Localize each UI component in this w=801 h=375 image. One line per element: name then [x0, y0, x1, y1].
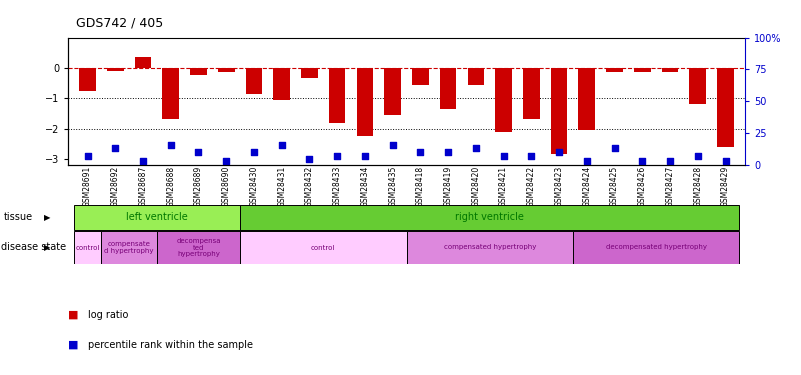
Text: GSM28691: GSM28691 [83, 166, 92, 207]
Text: GSM28427: GSM28427 [666, 166, 674, 207]
Bar [468, 68, 484, 84]
Point [276, 142, 288, 148]
Text: compensate
d hypertrophy: compensate d hypertrophy [104, 241, 154, 254]
Point [303, 156, 316, 162]
Point [137, 158, 150, 164]
Point [109, 146, 122, 152]
Point [81, 153, 94, 159]
Bar [273, 68, 290, 100]
Text: GSM28689: GSM28689 [194, 166, 203, 207]
Text: tissue: tissue [4, 213, 33, 222]
Bar [717, 68, 734, 147]
Point [636, 158, 649, 164]
Text: GSM28420: GSM28420 [471, 166, 481, 207]
Text: GSM28421: GSM28421 [499, 166, 508, 207]
Text: GSM28430: GSM28430 [249, 166, 259, 207]
Bar [102, 231, 157, 264]
Text: decompensated hypertrophy: decompensated hypertrophy [606, 244, 706, 250]
Text: percentile rank within the sample: percentile rank within the sample [88, 340, 253, 350]
Text: ■: ■ [68, 310, 78, 320]
Bar [107, 68, 123, 71]
Bar [412, 68, 429, 84]
Text: GDS742 / 405: GDS742 / 405 [76, 17, 163, 30]
Bar [551, 68, 567, 154]
Text: GSM28425: GSM28425 [610, 166, 619, 207]
Bar [578, 68, 595, 130]
Text: ▶: ▶ [44, 213, 50, 222]
Bar [246, 68, 262, 94]
Text: ■: ■ [68, 340, 78, 350]
Text: ▶: ▶ [44, 243, 50, 252]
Point [719, 158, 732, 164]
Bar [163, 68, 179, 120]
Text: GSM28423: GSM28423 [554, 166, 564, 207]
Bar [634, 68, 650, 72]
Text: disease state: disease state [1, 243, 66, 252]
Point [164, 142, 177, 148]
Bar [157, 231, 240, 264]
Text: GSM28433: GSM28433 [332, 166, 342, 207]
Bar [662, 68, 678, 72]
Bar [440, 68, 457, 109]
Text: GSM28418: GSM28418 [416, 166, 425, 207]
Text: GSM28431: GSM28431 [277, 166, 286, 207]
Bar [74, 231, 102, 264]
Point [248, 149, 260, 155]
Bar [301, 68, 318, 78]
Bar [329, 68, 345, 123]
Text: decompensa
ted
hypertrophy: decompensa ted hypertrophy [176, 238, 221, 257]
Point [359, 153, 372, 159]
Text: GSM28429: GSM28429 [721, 166, 730, 207]
Bar [74, 205, 240, 230]
Bar [240, 205, 739, 230]
Bar [606, 68, 623, 72]
Text: GSM28692: GSM28692 [111, 166, 119, 207]
Text: control: control [75, 244, 99, 250]
Bar [135, 57, 151, 68]
Point [469, 146, 482, 152]
Text: GSM28428: GSM28428 [694, 166, 702, 207]
Text: GSM28435: GSM28435 [388, 166, 397, 207]
Point [663, 158, 676, 164]
Point [608, 146, 621, 152]
Text: GSM28688: GSM28688 [167, 166, 175, 207]
Text: GSM28424: GSM28424 [582, 166, 591, 207]
Point [441, 149, 454, 155]
Bar [407, 231, 573, 264]
Bar [573, 231, 739, 264]
Point [553, 149, 566, 155]
Bar [690, 68, 706, 104]
Text: GSM28432: GSM28432 [305, 166, 314, 207]
Point [331, 153, 344, 159]
Point [414, 149, 427, 155]
Point [581, 158, 594, 164]
Bar [384, 68, 401, 115]
Bar [523, 68, 540, 120]
Bar [218, 68, 235, 72]
Text: left ventricle: left ventricle [126, 213, 187, 222]
Point [386, 142, 399, 148]
Text: log ratio: log ratio [88, 310, 128, 320]
Bar [495, 68, 512, 132]
Bar [79, 68, 96, 91]
Text: GSM28687: GSM28687 [139, 166, 147, 207]
Point [192, 149, 205, 155]
Text: GSM28419: GSM28419 [444, 166, 453, 207]
Bar [356, 68, 373, 136]
Point [691, 153, 704, 159]
Text: right ventricle: right ventricle [455, 213, 524, 222]
Point [219, 158, 232, 164]
Text: GSM28690: GSM28690 [222, 166, 231, 207]
Point [525, 153, 537, 159]
Bar [240, 231, 407, 264]
Point [497, 153, 510, 159]
Text: compensated hypertrophy: compensated hypertrophy [444, 244, 536, 250]
Bar [190, 68, 207, 75]
Text: GSM28434: GSM28434 [360, 166, 369, 207]
Text: GSM28426: GSM28426 [638, 166, 646, 207]
Text: control: control [311, 244, 336, 250]
Text: GSM28422: GSM28422 [527, 166, 536, 207]
